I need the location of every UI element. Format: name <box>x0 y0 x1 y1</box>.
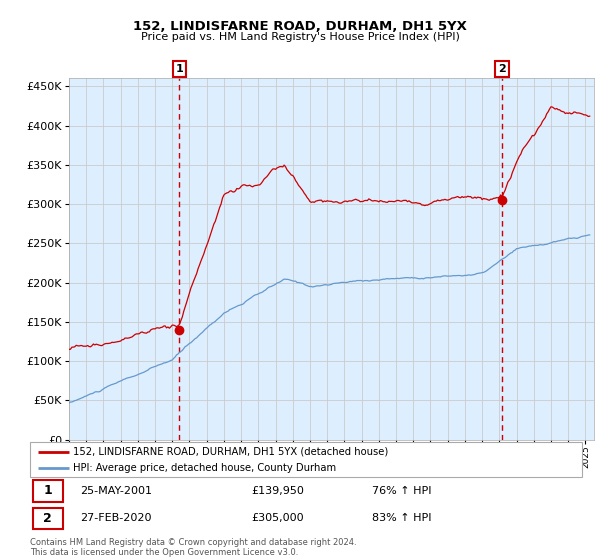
FancyBboxPatch shape <box>33 507 63 529</box>
Text: 1: 1 <box>175 64 183 74</box>
Text: 152, LINDISFARNE ROAD, DURHAM, DH1 5YX: 152, LINDISFARNE ROAD, DURHAM, DH1 5YX <box>133 20 467 33</box>
Text: HPI: Average price, detached house, County Durham: HPI: Average price, detached house, Coun… <box>73 463 336 473</box>
Text: Contains HM Land Registry data © Crown copyright and database right 2024.
This d: Contains HM Land Registry data © Crown c… <box>30 538 356 557</box>
Text: Price paid vs. HM Land Registry's House Price Index (HPI): Price paid vs. HM Land Registry's House … <box>140 32 460 42</box>
Text: 2: 2 <box>43 512 52 525</box>
Text: £305,000: £305,000 <box>251 514 304 524</box>
Text: 83% ↑ HPI: 83% ↑ HPI <box>372 514 432 524</box>
Text: £139,950: £139,950 <box>251 486 304 496</box>
Text: 25-MAY-2001: 25-MAY-2001 <box>80 486 152 496</box>
Text: 2: 2 <box>498 64 506 74</box>
Text: 27-FEB-2020: 27-FEB-2020 <box>80 514 151 524</box>
Text: 152, LINDISFARNE ROAD, DURHAM, DH1 5YX (detached house): 152, LINDISFARNE ROAD, DURHAM, DH1 5YX (… <box>73 447 388 457</box>
Text: 1: 1 <box>43 484 52 497</box>
FancyBboxPatch shape <box>33 480 63 502</box>
FancyBboxPatch shape <box>30 442 582 477</box>
Text: 76% ↑ HPI: 76% ↑ HPI <box>372 486 432 496</box>
